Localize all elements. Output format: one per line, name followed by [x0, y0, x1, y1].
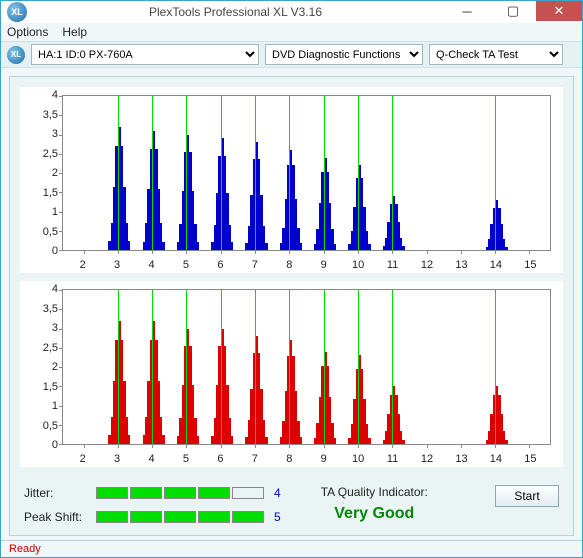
- menu-options[interactable]: Options: [7, 25, 48, 39]
- close-button[interactable]: ✕: [536, 1, 582, 21]
- menubar: Options Help: [1, 23, 582, 41]
- jitter-value: 4: [274, 486, 281, 500]
- main-panel: 00,511,522,533,5423456789101112131415 00…: [9, 76, 574, 536]
- jitter-row: Jitter: 4: [24, 485, 281, 501]
- app-window: XL PlexTools Professional XL V3.16 ─ ▢ ✕…: [0, 0, 583, 558]
- peak-row: Peak Shift: 5: [24, 509, 281, 525]
- quality-value: Very Good: [321, 505, 428, 523]
- drive-select[interactable]: HA:1 ID:0 PX-760A: [31, 44, 259, 65]
- quality-label: TA Quality Indicator:: [321, 485, 428, 499]
- titlebar: XL PlexTools Professional XL V3.16 ─ ▢ ✕: [1, 1, 582, 23]
- jitter-label: Jitter:: [24, 486, 96, 500]
- drive-icon: XL: [7, 46, 25, 64]
- maximize-button[interactable]: ▢: [490, 1, 536, 21]
- peak-value: 5: [274, 510, 281, 524]
- window-buttons: ─ ▢ ✕: [444, 1, 582, 23]
- footer: Jitter: 4 Peak Shift: 5 TA Quality Indic…: [20, 475, 563, 531]
- content: 00,511,522,533,5423456789101112131415 00…: [1, 68, 582, 540]
- quality-indicator: TA Quality Indicator: Very Good: [321, 485, 428, 523]
- menu-help[interactable]: Help: [62, 25, 87, 39]
- test-select[interactable]: Q-Check TA Test: [429, 44, 563, 65]
- chart-top: 00,511,522,533,5423456789101112131415: [20, 87, 563, 273]
- chart-bottom: 00,511,522,533,5423456789101112131415: [20, 281, 563, 467]
- window-title: PlexTools Professional XL V3.16: [27, 5, 444, 19]
- app-icon: XL: [7, 2, 27, 22]
- function-select[interactable]: DVD Diagnostic Functions: [265, 44, 423, 65]
- peak-bars: [96, 511, 264, 523]
- minimize-button[interactable]: ─: [444, 1, 490, 21]
- toolbar: XL HA:1 ID:0 PX-760A DVD Diagnostic Func…: [1, 41, 582, 68]
- peak-label: Peak Shift:: [24, 510, 96, 524]
- stats: Jitter: 4 Peak Shift: 5: [24, 485, 281, 525]
- jitter-bars: [96, 487, 264, 499]
- start-button[interactable]: Start: [495, 485, 559, 507]
- statusbar: Ready: [1, 540, 582, 557]
